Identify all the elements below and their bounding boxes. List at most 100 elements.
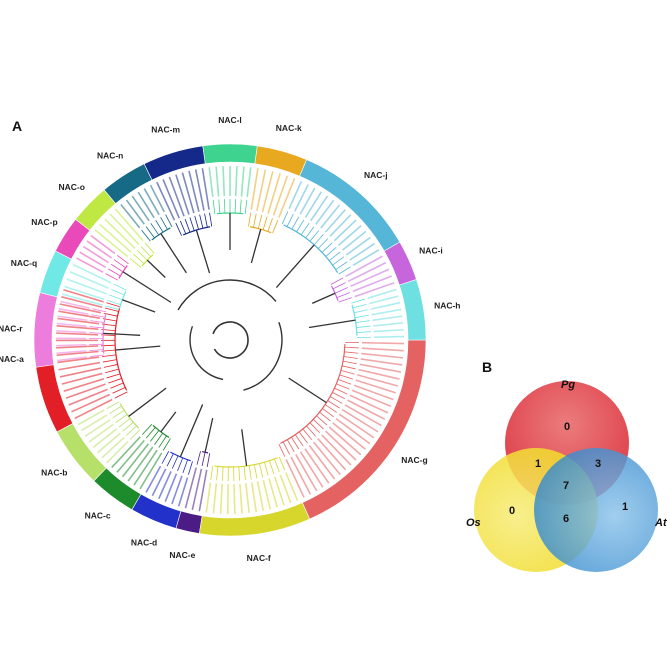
leaf-branch	[111, 289, 125, 296]
clade-stem-nac-f	[241, 429, 248, 466]
leaf-label	[57, 356, 100, 364]
root-arc	[212, 321, 249, 359]
leaf-label	[56, 332, 99, 336]
leaf-branch	[114, 391, 128, 399]
clade-stem-nac-q	[122, 299, 156, 313]
leaf-branch	[248, 465, 252, 480]
leaf-branch	[136, 250, 148, 261]
leaf-branch	[145, 226, 155, 239]
leaf-label	[256, 481, 265, 511]
ring-segment-nac-f	[198, 502, 311, 537]
leaf-label	[268, 478, 279, 508]
leaf-branch	[125, 425, 137, 436]
leaf-branch	[340, 370, 355, 375]
leaf-label	[361, 341, 404, 345]
leaf-branch	[90, 320, 105, 323]
leaf-label	[317, 438, 347, 471]
leaf-label	[60, 300, 90, 309]
leaf-branch	[109, 405, 122, 414]
leaf-label	[61, 372, 103, 385]
clade-stem-nac-e	[204, 417, 214, 453]
clade-label-nac-m: NAC-m	[151, 125, 180, 135]
venn-label-pg: Pg	[561, 379, 575, 391]
leaf-branch	[161, 451, 170, 464]
clade-stem-nac-i	[311, 292, 336, 304]
leaf-branch	[194, 215, 199, 230]
leaf-label	[373, 335, 404, 338]
leaf-label	[56, 350, 99, 356]
leaf-branch	[212, 199, 216, 214]
leaf-label	[250, 482, 258, 513]
clade-stem-nac-k	[250, 229, 262, 264]
leaf-label	[133, 449, 158, 486]
leaf-branch	[316, 415, 328, 426]
leaf-label	[194, 169, 205, 211]
leaf-label	[81, 414, 108, 432]
leaf-label	[273, 476, 285, 506]
clade-stem-nac-a	[115, 345, 161, 351]
leaf-branch	[89, 332, 104, 334]
leaf-branch	[278, 443, 286, 457]
leaf-branch	[105, 305, 120, 311]
ring-segment-nac-l	[202, 143, 258, 165]
clade-label-nac-d: NAC-d	[131, 538, 157, 548]
leaf-branch	[218, 199, 221, 214]
leaf-label	[162, 179, 180, 219]
leaf-branch	[92, 308, 107, 313]
leaf-label	[61, 293, 103, 306]
leaf-label	[278, 178, 296, 218]
venn-count-os-at: 6	[563, 513, 569, 525]
leaf-label	[285, 459, 305, 498]
leaf-label	[86, 240, 113, 259]
leaf-branch	[356, 325, 371, 328]
leaf-branch	[115, 414, 128, 423]
leaf-branch	[244, 199, 248, 214]
clade-label-nac-q: NAC-q	[11, 258, 37, 268]
clade-label-nac-n: NAC-n	[97, 150, 123, 160]
leaf-label	[56, 343, 87, 347]
leaf-label	[256, 169, 267, 211]
leaf-label	[245, 483, 250, 514]
leaf-branch	[210, 465, 214, 480]
leaf-branch	[291, 437, 300, 450]
leaf-label	[57, 356, 88, 362]
leaf-label	[201, 168, 210, 210]
leaf-label	[114, 208, 144, 242]
leaf-branch	[259, 463, 264, 478]
leaf-branch	[274, 458, 280, 473]
leaf-branch	[339, 374, 354, 380]
leaf-branch	[102, 359, 117, 363]
leaf-label	[239, 483, 243, 514]
leaf-branch	[201, 452, 206, 467]
leaf-branch	[141, 229, 151, 242]
leaf-label	[59, 367, 102, 378]
leaf-branch	[336, 292, 351, 299]
leaf-label	[351, 389, 392, 408]
leaf-label	[315, 199, 335, 225]
leaf-label	[233, 483, 236, 514]
leaf-branch	[108, 268, 121, 277]
venn-count-all: 7	[563, 480, 569, 492]
leaf-branch	[177, 457, 184, 472]
leaf-label	[320, 204, 341, 229]
leaf-branch	[144, 242, 155, 254]
inner-arc-c	[177, 279, 277, 311]
leaf-label	[359, 363, 402, 373]
leaf-branch	[105, 368, 119, 374]
clade-arc-nac-k	[249, 226, 272, 234]
leaf-label	[262, 479, 272, 510]
leaf-branch	[253, 464, 258, 479]
leaf-label	[279, 474, 292, 504]
leaf-branch	[160, 217, 168, 230]
venn-label-at: At	[654, 517, 668, 529]
venn-count-pg-at: 3	[595, 458, 601, 470]
ring-segment-nac-c	[93, 467, 142, 511]
clade-stem-nac-h	[308, 319, 356, 329]
leaf-branch	[355, 320, 370, 323]
leaf-label	[361, 352, 404, 359]
leaf-branch	[262, 216, 268, 230]
leaf-branch	[122, 421, 134, 432]
leaf-branch	[317, 238, 329, 249]
leaf-branch	[110, 382, 124, 389]
leaf-branch	[110, 263, 124, 273]
